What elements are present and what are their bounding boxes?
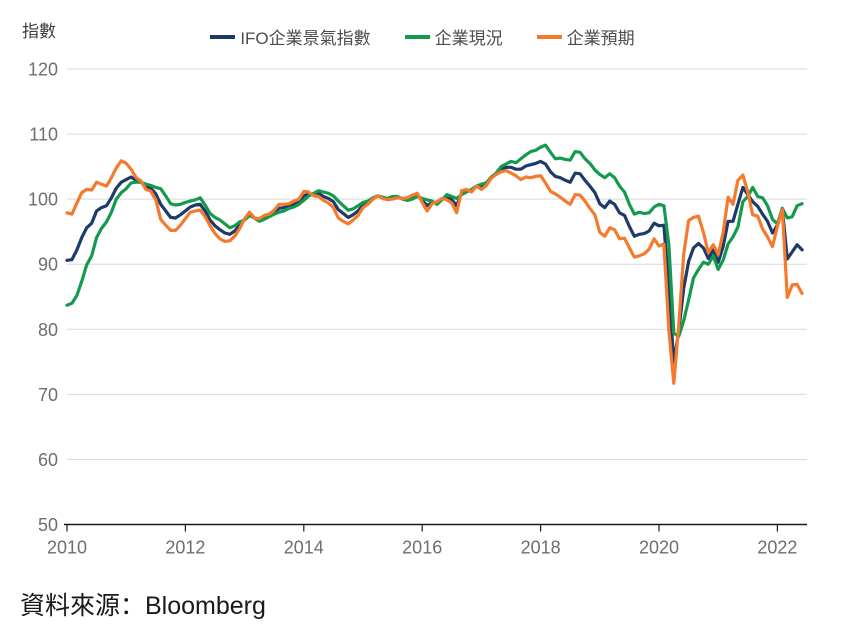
- svg-text:120: 120: [28, 60, 58, 80]
- svg-text:2022: 2022: [757, 538, 797, 558]
- source-text: 資料來源：Bloomberg: [20, 592, 266, 620]
- svg-text:100: 100: [28, 190, 58, 210]
- svg-text:50: 50: [38, 515, 58, 535]
- svg-text:110: 110: [29, 125, 58, 145]
- svg-text:2010: 2010: [47, 538, 87, 558]
- y-axis-title: 指數: [22, 22, 56, 41]
- svg-text:60: 60: [38, 450, 58, 470]
- svg-text:2014: 2014: [284, 538, 324, 558]
- svg-text:80: 80: [38, 320, 58, 340]
- svg-text:90: 90: [38, 255, 58, 275]
- svg-text:70: 70: [38, 385, 58, 405]
- svg-text:2020: 2020: [639, 538, 679, 558]
- svg-text:2018: 2018: [521, 538, 561, 558]
- line-chart: 120 110 100 90 80 70 60 50 2010 2012 2014 2016 2018 2…: [28, 60, 807, 558]
- svg-text:2016: 2016: [402, 538, 442, 558]
- svg-text:2012: 2012: [165, 538, 205, 558]
